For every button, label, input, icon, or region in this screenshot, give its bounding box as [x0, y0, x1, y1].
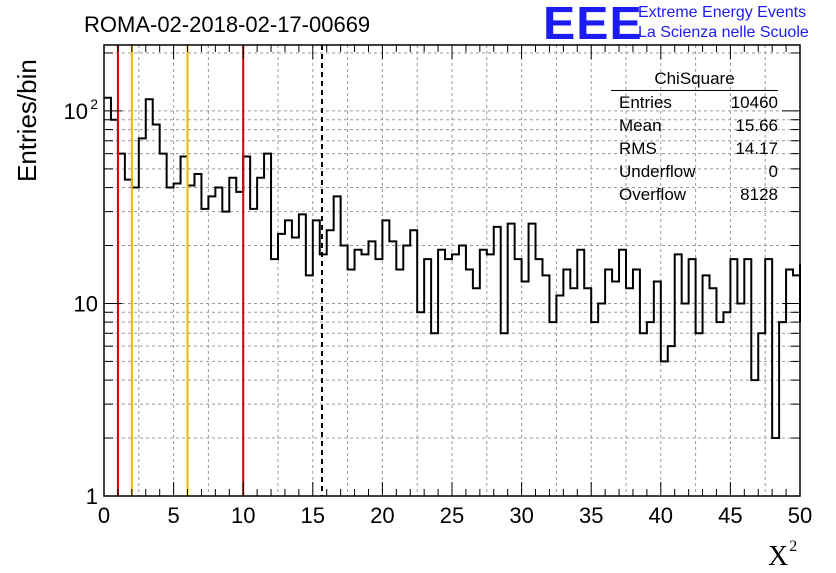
x-tick-label: 25 [440, 503, 464, 528]
stats-title: ChiSquare [611, 68, 778, 91]
stats-label: RMS [619, 139, 657, 158]
stats-value: 15.66 [735, 116, 778, 135]
stats-row: Underflow 0 [611, 160, 778, 183]
y-tick-label: 10 [74, 291, 98, 316]
x-tick-label: 35 [579, 503, 603, 528]
x-tick-label: 40 [649, 503, 673, 528]
x-tick-label: 30 [509, 503, 533, 528]
chart-title: ROMA-02-2018-02-17-00669 [84, 12, 371, 37]
stats-row: RMS 14.17 [611, 137, 778, 160]
x-tick-label: 0 [98, 503, 110, 528]
stats-label: Underflow [619, 162, 696, 181]
eee-logo: EEE [543, 0, 643, 49]
y-tick-label: 1 [86, 484, 98, 509]
stats-value: 0 [768, 162, 778, 181]
stats-row: Entries 10460 [611, 91, 778, 114]
logo-subtitle-1: Extreme Energy Events [638, 4, 807, 21]
x-axis-label: X2 [768, 538, 797, 573]
histogram-series [104, 96, 801, 440]
stats-label: Mean [619, 116, 662, 135]
x-tick-label: 45 [718, 503, 742, 528]
y-tick-label-sup: 2 [90, 96, 98, 112]
x-axis-label-sup: 2 [789, 538, 798, 555]
stats-value: 8128 [740, 185, 778, 204]
y-axis-label: Entries/bin [12, 59, 42, 182]
x-tick-label: 15 [301, 503, 325, 528]
x-tick-label: 20 [370, 503, 394, 528]
logo-subtitle-2: La Scienza nelle Scuole [638, 24, 809, 41]
y-axis-label-box: Entries/bin [8, 56, 42, 186]
x-tick-label: 5 [167, 503, 179, 528]
stats-value: 14.17 [735, 139, 778, 158]
x-tick-label: 50 [788, 503, 812, 528]
stats-label: Entries [619, 93, 672, 112]
stats-value: 10460 [730, 93, 778, 112]
y-tick-label: 10 [64, 99, 88, 124]
x-tick-label: 10 [231, 503, 255, 528]
stats-row: Mean 15.66 [611, 114, 778, 137]
x-axis-label-base: X [768, 541, 789, 572]
stats-box: ChiSquare Entries 10460 Mean 15.66 RMS 14.1… [611, 68, 778, 206]
stats-row: Overflow 8128 [611, 183, 778, 206]
stats-label: Overflow [619, 185, 687, 204]
